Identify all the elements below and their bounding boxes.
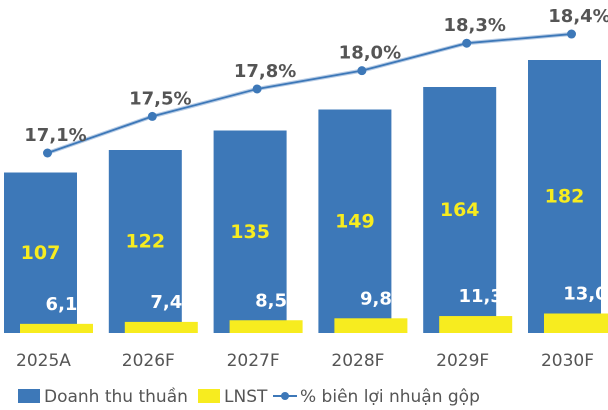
net-profit-bar	[544, 313, 608, 333]
net-profit-bar	[20, 323, 93, 333]
legend-label-revenue: Doanh thu thuần	[44, 386, 188, 407]
net-profit-label: 8,5	[255, 290, 287, 311]
net-profit-bar	[124, 321, 198, 333]
revenue-bar	[213, 130, 287, 333]
margin-label: 18,4%	[548, 6, 608, 27]
net-profit-label: 9,8	[360, 288, 392, 309]
x-tick-label: 2025A	[16, 351, 71, 371]
x-tick-label: 2026F	[122, 351, 175, 371]
revenue-bar	[528, 60, 601, 333]
net-profit-label: 11,3	[458, 286, 502, 307]
margin-point	[357, 66, 367, 76]
revenue-label: 149	[335, 210, 375, 232]
x-tick-label: 2028F	[331, 351, 384, 371]
revenue-label: 122	[125, 231, 165, 253]
net-profit-label: 6,1	[46, 294, 78, 315]
margin-point	[462, 38, 472, 48]
legend-label-net-profit: LNST	[224, 387, 268, 407]
margin-label: 17,8%	[234, 61, 296, 82]
x-tick-label: 2027F	[227, 351, 280, 371]
revenue-bar	[423, 87, 497, 333]
revenue-bar	[4, 172, 77, 333]
margin-line	[47, 33, 572, 154]
net-profit-label: 7,4	[150, 292, 182, 313]
revenue-bar	[318, 109, 392, 333]
net-profit-bar	[229, 320, 303, 333]
margin-point	[252, 84, 262, 94]
revenue-label: 182	[545, 186, 585, 208]
revenue-label: 107	[21, 242, 61, 264]
x-tick-label: 2030F	[541, 351, 594, 371]
margin-point	[43, 148, 52, 158]
margin-label: 17,5%	[129, 88, 191, 109]
net-profit-bar	[334, 318, 408, 333]
revenue-label: 135	[230, 221, 270, 243]
net-profit-bar	[439, 316, 513, 333]
margin-label: 17,1%	[24, 125, 86, 146]
margin-point	[567, 29, 576, 39]
margin-label: 18,0%	[339, 43, 401, 64]
legend-swatch-revenue	[18, 389, 40, 403]
legend-swatch-net-profit	[198, 389, 220, 403]
net-profit-label: 13,0	[563, 284, 607, 305]
legend-marker-margin	[281, 392, 289, 400]
margin-label: 18,3%	[443, 15, 505, 36]
margin-point	[147, 111, 157, 121]
x-tick-label: 2029F	[436, 351, 489, 371]
revenue-label: 164	[440, 199, 480, 221]
legend-label-margin: % biên lợi nhuận gộp	[300, 387, 480, 407]
revenue-bar	[108, 150, 182, 333]
